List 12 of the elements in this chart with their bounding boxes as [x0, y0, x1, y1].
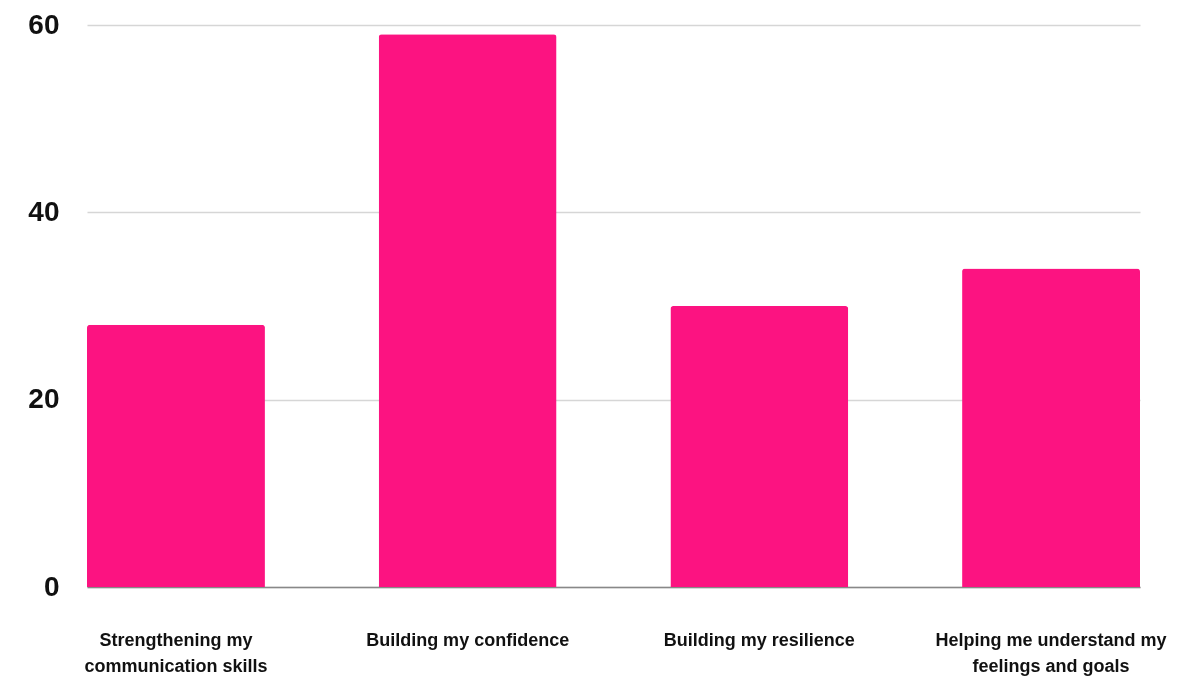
bar — [378, 34, 557, 587]
y-tick-label: 0 — [43, 570, 60, 602]
x-tick-label: Helping me understand my feelings and goals — [935, 629, 1167, 676]
x-tick-label: Strengthening my communication skills — [84, 629, 268, 676]
bar — [87, 324, 265, 587]
bar — [670, 306, 849, 587]
y-tick-label: 60 — [28, 8, 60, 40]
x-tick-label: Building my resilience — [663, 629, 855, 650]
x-tick-label: Building my confidence — [366, 629, 570, 650]
bar — [962, 268, 1140, 587]
y-tick-label: 40 — [28, 195, 60, 227]
y-tick-label: 20 — [28, 383, 60, 415]
